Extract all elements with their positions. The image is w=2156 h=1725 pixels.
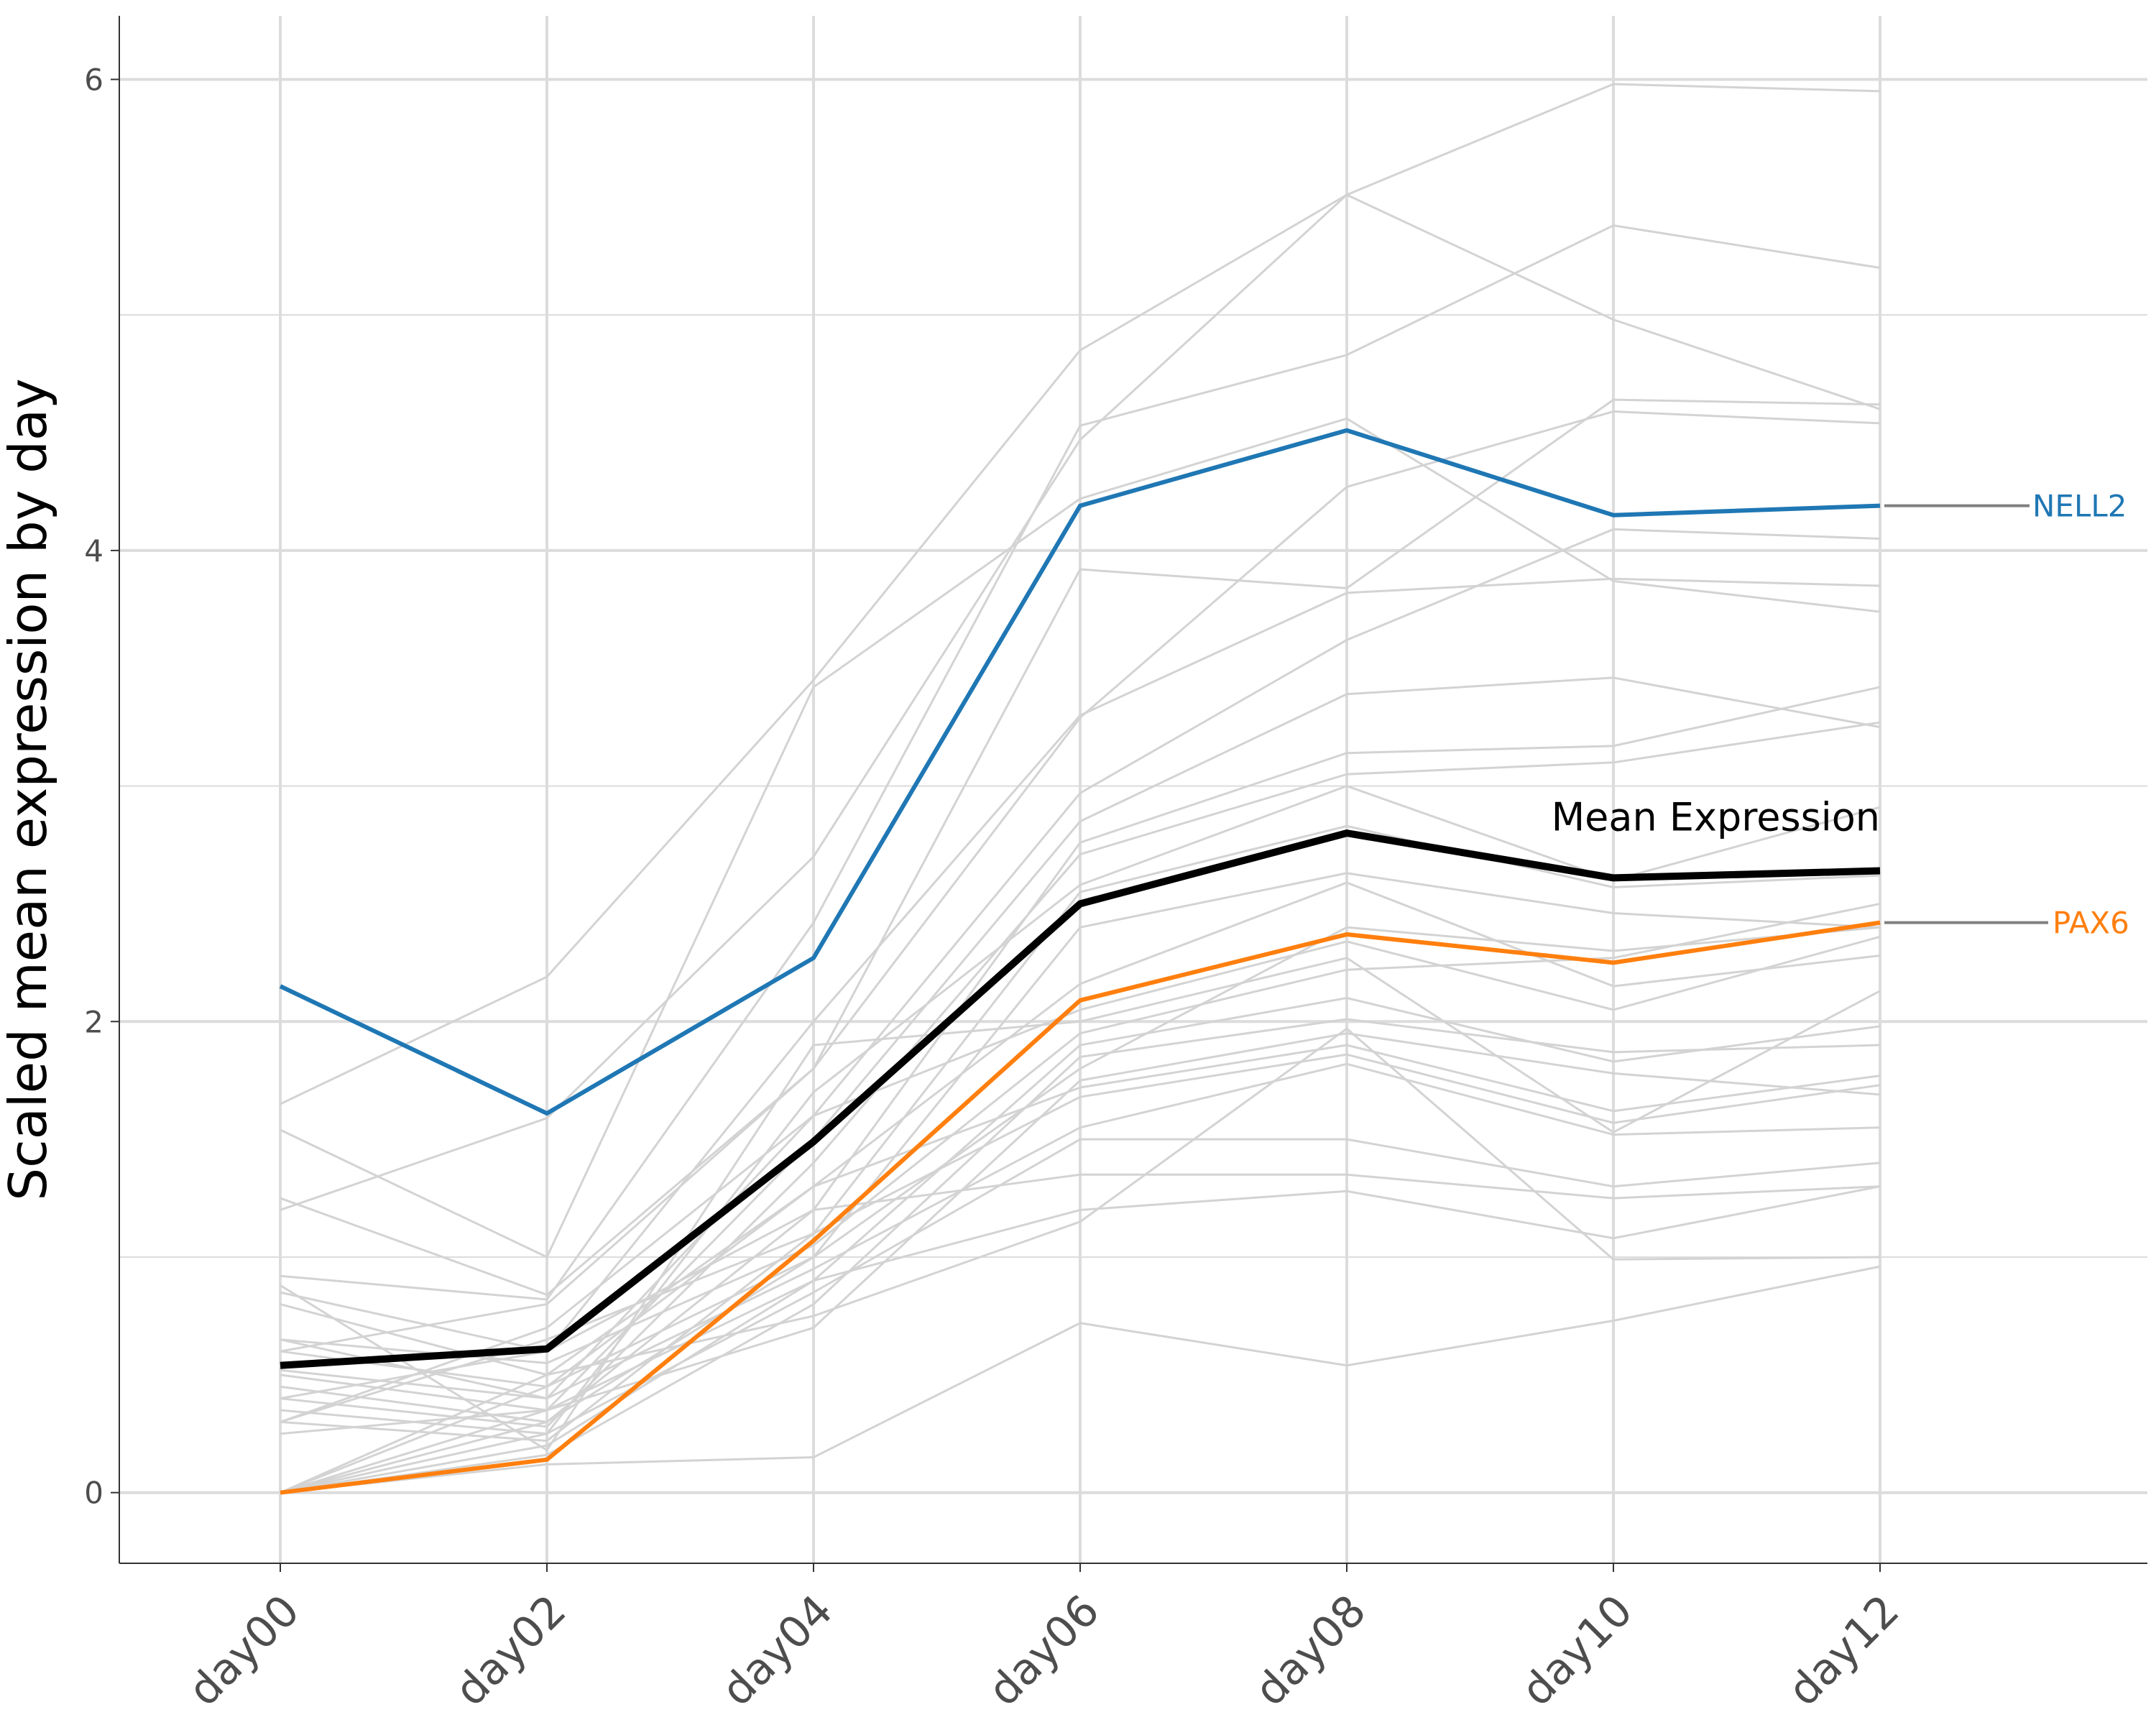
background-gene-lines [280,83,1881,1494]
axes: 0 2 4 6 day00 day02 day04 day06 day08 day10 day12 [84,16,2147,1716]
nell2-line [279,428,1881,1116]
x-tick-label: day04 [712,1586,843,1716]
y-tick-label: 2 [84,1004,103,1039]
x-tick-label: day10 [1512,1586,1643,1716]
background-gene-line [280,224,1881,1301]
y-tick-label: 6 [84,62,103,97]
background-gene-line [280,398,1881,1353]
background-gene-line [280,721,1881,1428]
background-gene-line [280,926,1881,1388]
background-gene-line [280,83,1881,1105]
highlighted-lines [279,428,1881,1495]
pax6-line [280,920,1881,1495]
background-gene-line [280,957,1881,1452]
background-gene-line [280,193,1881,1211]
background-gene-line [280,1053,1881,1423]
y-tick-label: 4 [84,533,103,569]
background-gene-line [280,1062,1881,1400]
x-tick-label: day12 [1779,1586,1909,1716]
background-gene-line [280,1185,1881,1435]
background-gene-line [280,1138,1881,1494]
background-gene-line [280,1018,1881,1494]
x-tick-label: day06 [979,1586,1110,1716]
nell2-label: NELL2 [2032,489,2127,524]
labels: Scaled mean expression by day Mean Expres… [0,378,2129,1200]
pax6-label: PAX6 [2053,906,2129,941]
x-tick-label: day00 [179,1586,310,1716]
background-gene-line [280,1265,1881,1494]
y-axis-title: Scaled mean expression by day [0,378,58,1200]
background-gene-line [280,1027,1881,1494]
background-gene-line [280,417,1881,1259]
x-tick-label: day02 [446,1586,576,1716]
background-gene-line [280,996,1881,1494]
background-gene-line [280,935,1881,1423]
background-gene-line [280,410,1881,1297]
mean-expression-line [280,829,1881,1369]
background-gene-line [280,902,1881,1364]
mean-expression-label: Mean Expression [1552,795,1880,840]
y-tick-label: 0 [84,1476,103,1511]
background-gene-line [280,872,1881,1494]
x-tick-label: day08 [1245,1586,1376,1716]
background-gene-line [280,824,1881,1443]
